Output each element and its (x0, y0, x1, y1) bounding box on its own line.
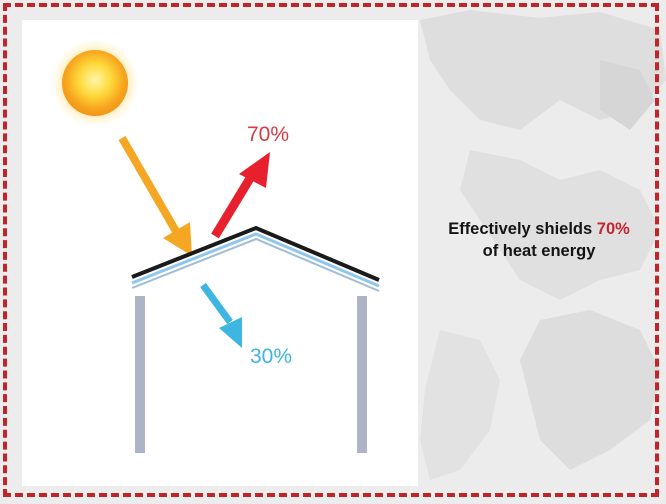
sun-icon (51, 39, 139, 127)
caption-line-1: Effectively shields 70% (420, 218, 658, 240)
reflected-heat-arrow (211, 152, 270, 239)
absorbed-percent-label: 30% (250, 345, 292, 368)
absorbed-heat-arrow (200, 282, 242, 348)
right-wall (357, 296, 367, 453)
roof-heat-diagram: 70% 30% (22, 20, 418, 486)
left-wall (135, 296, 145, 453)
reflected-percent-label: 70% (247, 123, 289, 146)
caption-line-2: of heat energy (482, 242, 596, 260)
heat-shield-caption: Effectively shields 70% of heat energy (420, 218, 658, 262)
caption-percent: 70% (596, 220, 630, 238)
caption-prefix: Effectively shields (448, 220, 597, 238)
incoming-sunlight-arrow (118, 135, 192, 256)
roof (131, 225, 380, 292)
roof-diagram-svg: 70% 30% (51, 39, 380, 453)
